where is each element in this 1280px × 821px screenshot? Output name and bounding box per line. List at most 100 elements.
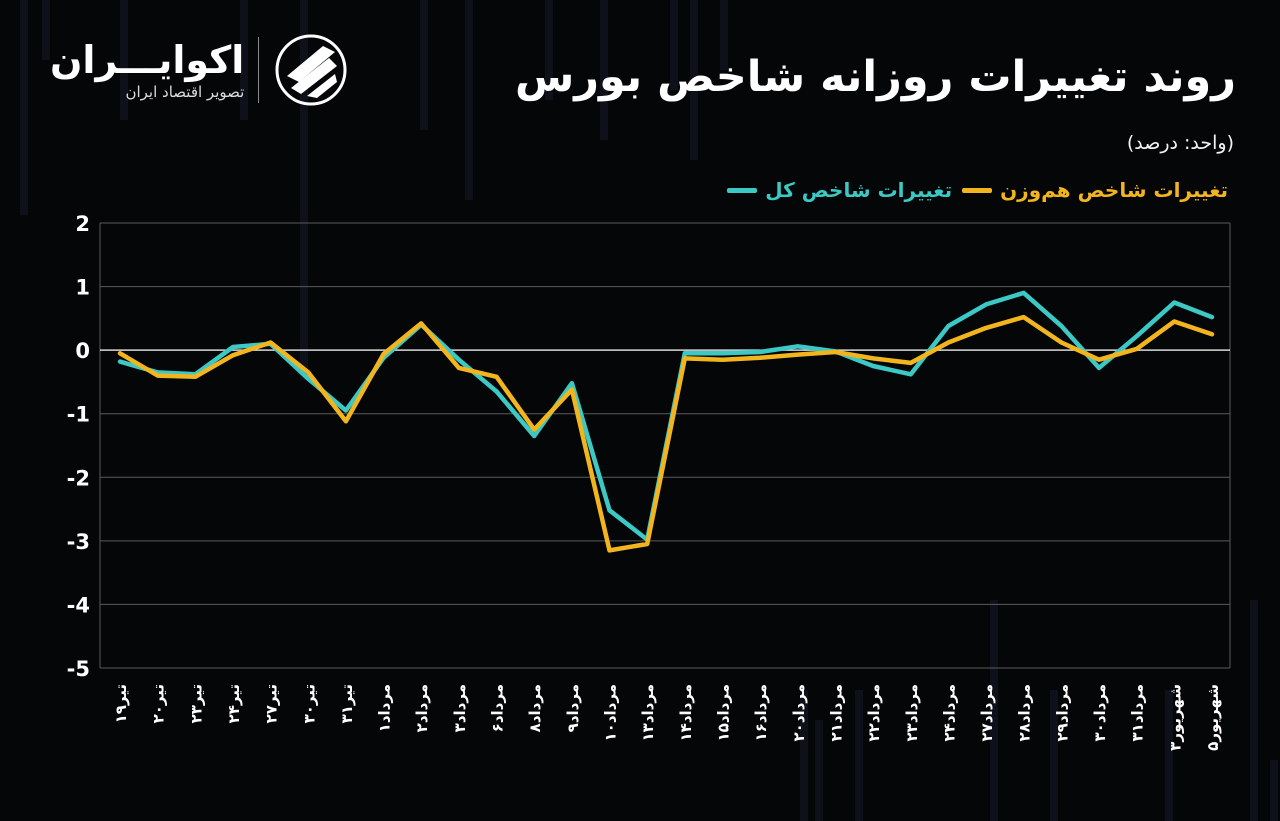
data-point: [232, 354, 234, 356]
y-tick-label: -1: [67, 403, 90, 427]
background-bar: [420, 0, 428, 130]
background-bar: [670, 0, 678, 90]
data-point: [721, 352, 723, 354]
x-tick-label: مرداد۲۹: [1053, 684, 1071, 741]
x-tick-label: مرداد۲۸: [1016, 684, 1034, 741]
x-tick-label: مرداد۱۶: [752, 684, 770, 741]
data-point: [1173, 321, 1175, 323]
y-tick-label: -3: [67, 530, 90, 554]
y-tick-label: 0: [75, 339, 90, 363]
brand-block: اکوایـــران تصویر اقتصاد ایران: [50, 30, 349, 110]
x-tick-label: تیر۱۹: [112, 684, 130, 723]
data-point: [721, 359, 723, 361]
data-point: [759, 357, 761, 359]
x-tick-label: تیر۲۷: [263, 684, 281, 723]
background-bar: [800, 690, 808, 821]
data-point: [646, 543, 648, 545]
background-bar: [855, 690, 863, 821]
background-bar: [1270, 760, 1278, 821]
x-tick-label: تیر۲۰: [150, 684, 168, 723]
data-point: [1023, 292, 1025, 294]
data-point: [1098, 359, 1100, 361]
data-point: [797, 354, 799, 356]
background-bar: [690, 0, 698, 160]
data-point: [947, 342, 949, 344]
legend-item-equal-weight: تغییرات شاخص هم‌وزن: [962, 178, 1228, 202]
background-bar: [815, 720, 823, 821]
data-point: [571, 382, 573, 384]
background-bar: [42, 0, 50, 60]
data-point: [684, 352, 686, 354]
data-point: [1136, 348, 1138, 350]
legend-swatch-total: [727, 187, 758, 193]
legend-label-equal-weight: تغییرات شاخص هم‌وزن: [1000, 178, 1228, 202]
unit-label: (واحد: درصد): [1126, 132, 1234, 154]
series-line-equal-weight-index: [117, 314, 1215, 553]
x-tick-label: مرداد۲۴: [940, 684, 958, 741]
x-tick-label: مرداد۲۱: [827, 684, 845, 741]
legend-swatch-equal-weight: [962, 187, 993, 193]
data-point: [609, 549, 611, 551]
data-point: [345, 420, 347, 422]
data-point: [119, 361, 121, 363]
data-point: [270, 342, 272, 344]
brand-tagline: تصویر اقتصاد ایران: [125, 83, 245, 101]
background-bar: [1250, 600, 1258, 821]
y-tick-label: -2: [67, 466, 90, 490]
x-tick-label: تیر۲۳: [187, 684, 205, 723]
x-tick-label: مرداد۶: [489, 684, 507, 732]
brand-divider: [258, 37, 260, 103]
x-tick-label: مرداد۱: [376, 684, 394, 732]
data-point: [684, 357, 686, 359]
ecoiran-logo-icon: [275, 34, 347, 106]
background-bar: [720, 0, 728, 70]
background-bar: [600, 0, 608, 140]
data-point: [458, 359, 460, 361]
data-point: [609, 509, 611, 511]
data-point: [1060, 342, 1062, 344]
background-bar: [240, 0, 248, 120]
data-point: [157, 375, 159, 377]
data-point: [119, 352, 121, 354]
x-tick-label: مرداد۲: [413, 684, 431, 732]
background-bar: [120, 0, 128, 120]
x-tick-label: تیر۳۱: [338, 684, 356, 723]
chart-title: روند تغییرات روزانه شاخص بورس: [514, 52, 1236, 102]
data-point: [1211, 333, 1213, 335]
brand-name: اکوایـــران: [50, 38, 245, 82]
legend-label-total: تغییرات شاخص کل: [765, 178, 953, 202]
x-tick-label: مرداد۱۴: [677, 684, 695, 741]
data-point: [533, 435, 535, 437]
y-tick-label: 2: [75, 212, 90, 236]
data-point: [1211, 316, 1213, 318]
data-point: [1023, 316, 1025, 318]
x-tick-label: شهریور۳: [1166, 684, 1184, 751]
legend: تغییرات شاخص کل تغییرات شاخص هم‌وزن: [727, 178, 1228, 202]
data-point: [985, 303, 987, 305]
data-point: [307, 371, 309, 373]
x-tick-label: مرداد۲۰: [790, 684, 808, 741]
legend-item-total: تغییرات شاخص کل: [727, 178, 952, 202]
background-bar: [300, 160, 308, 380]
x-tick-label: مرداد۲۲: [865, 684, 883, 741]
data-point: [834, 351, 836, 353]
x-tick-label: مرداد۳۱: [1129, 684, 1147, 741]
x-tick-label: مرداد۸: [526, 684, 544, 732]
data-point: [157, 371, 159, 373]
background-bar: [545, 0, 553, 100]
data-point: [232, 346, 234, 348]
background-bar: [1165, 690, 1173, 821]
data-point: [985, 327, 987, 329]
series-line-total-index: [117, 290, 1215, 542]
background-bar: [990, 600, 998, 821]
background-bar: [1050, 690, 1058, 821]
data-point: [759, 351, 761, 353]
data-point: [194, 376, 196, 378]
data-point: [496, 376, 498, 378]
data-point: [1098, 367, 1100, 369]
x-tick-label: مرداد۹: [564, 684, 582, 732]
data-point: [307, 378, 309, 380]
x-tick-label: مرداد۲۷: [978, 684, 996, 741]
x-tick-label: مرداد۱۳: [639, 684, 657, 741]
